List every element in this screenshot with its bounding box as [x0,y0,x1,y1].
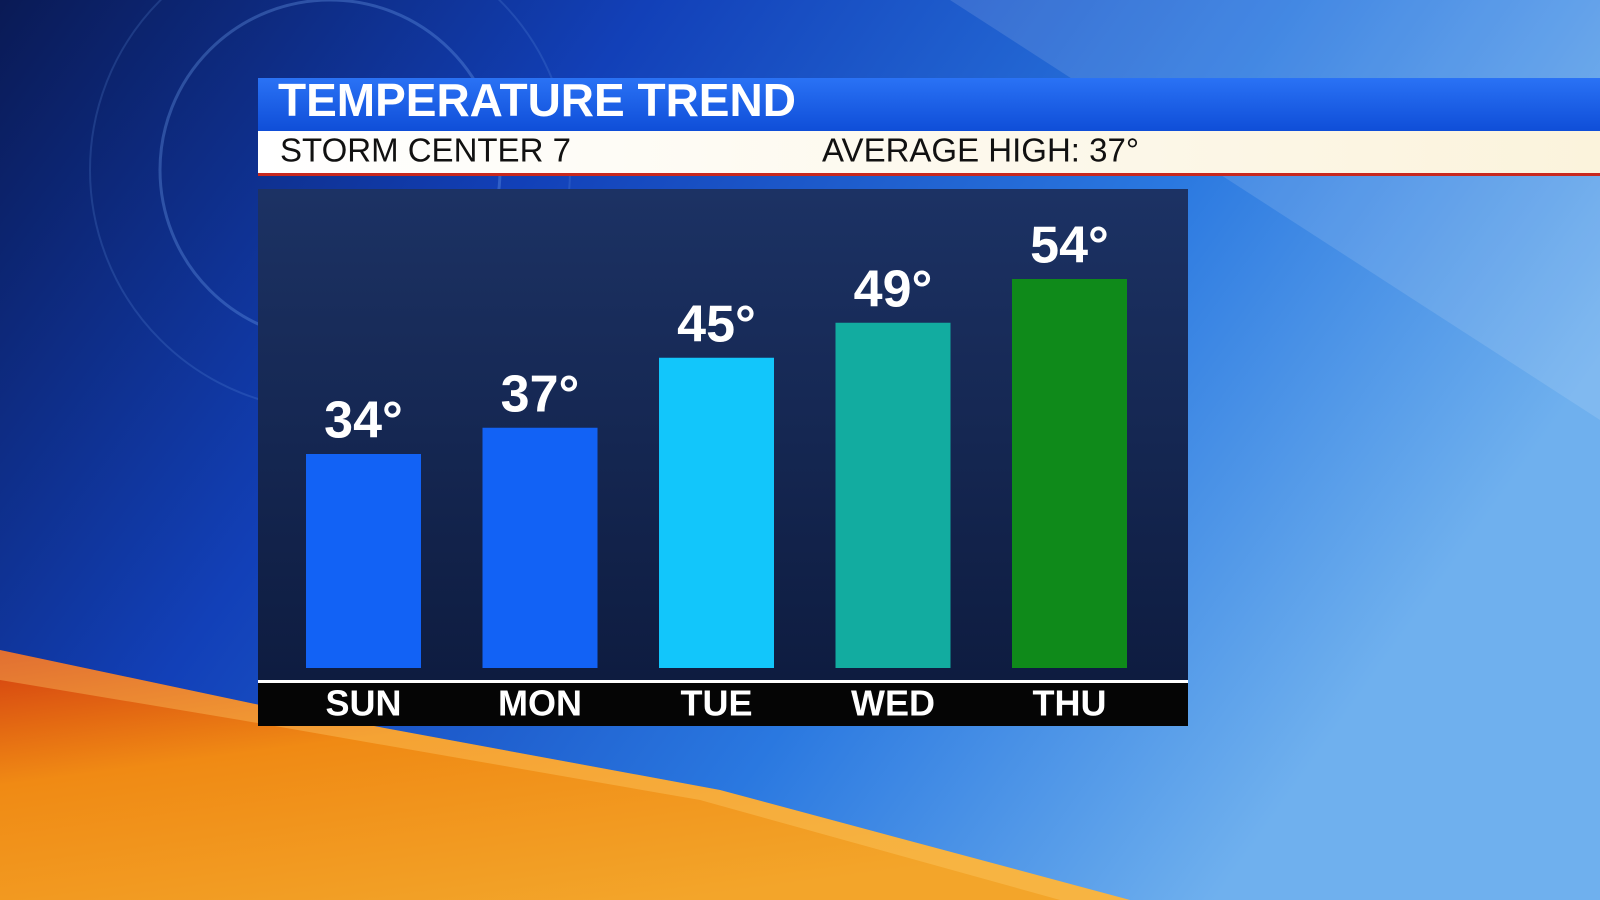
plot: 34° SUN 37° MON 45° TUE 49° WED 54° THU [306,217,1127,724]
value-label: 45° [677,295,756,353]
chart-subtitle: STORM CENTER 7 [280,132,571,169]
value-label: 34° [324,392,403,450]
bar [482,427,598,668]
bar [306,454,421,668]
bar [659,357,774,668]
subtitle-bar [258,131,1600,175]
average-high: AVERAGE HIGH: 37° [822,132,1139,169]
value-label: 49° [854,260,933,318]
value-label: 37° [501,365,580,423]
bar [1012,279,1127,668]
x-tick-label: SUN [325,683,401,724]
subtitle-rule [258,173,1600,176]
title-bar [258,78,1600,131]
label-band [258,683,1188,726]
x-tick-label: THU [1033,683,1107,724]
x-tick-label: TUE [681,683,753,724]
value-label: 54° [1030,217,1109,275]
bar [835,322,951,668]
x-tick-label: WED [851,683,935,724]
chart-title: TEMPERATURE TREND [278,74,796,126]
x-tick-label: MON [498,683,582,724]
baseline [258,680,1188,683]
